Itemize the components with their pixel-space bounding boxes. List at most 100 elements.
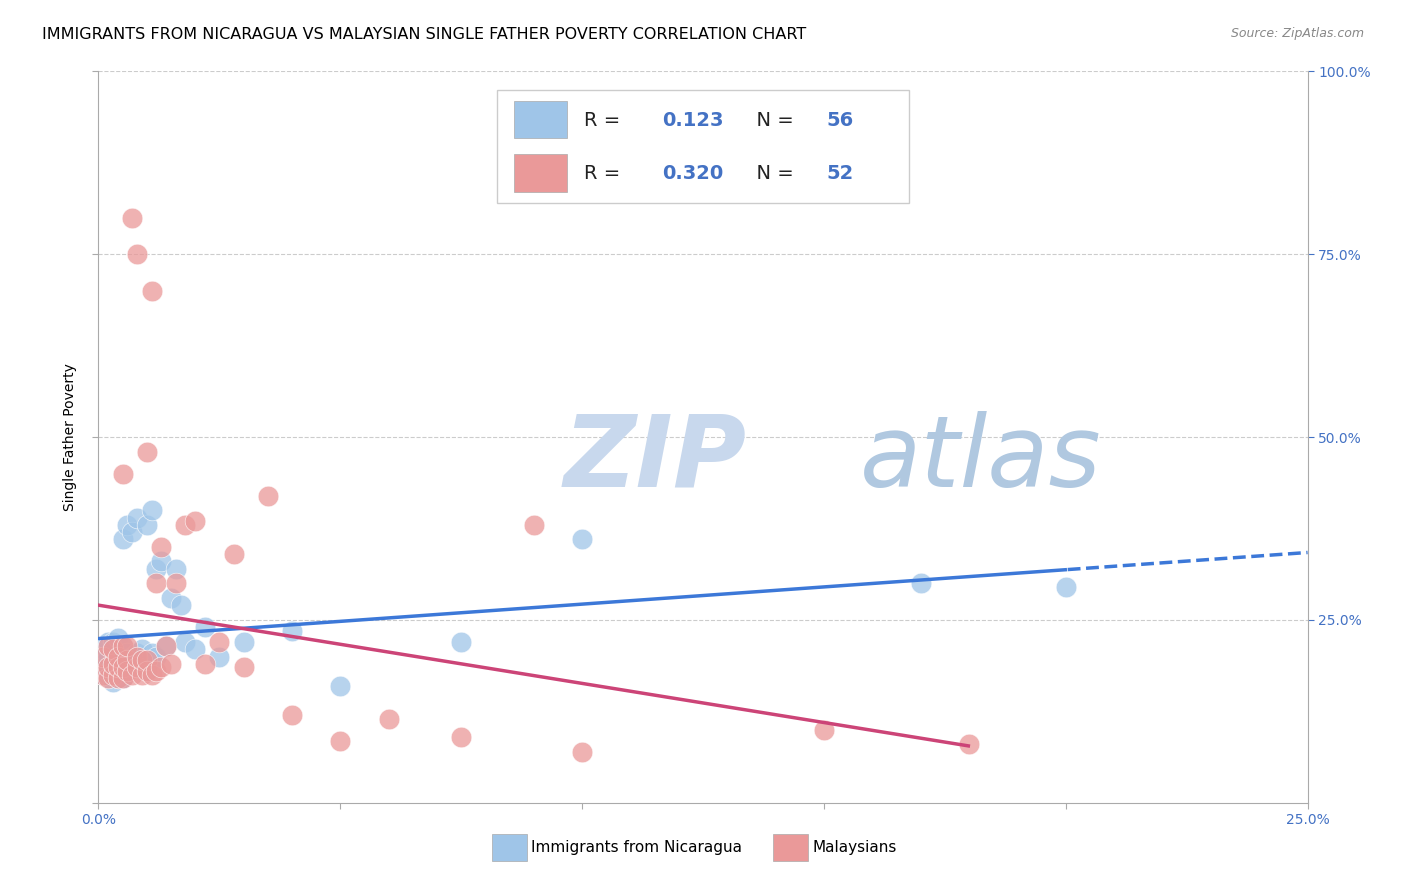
Point	[1054, 580, 1077, 594]
Point	[571, 745, 593, 759]
Point	[97, 639, 120, 653]
Point	[111, 672, 134, 686]
Point	[910, 576, 932, 591]
Point	[91, 642, 114, 657]
Point	[97, 664, 120, 678]
Point	[523, 517, 546, 532]
Point	[141, 503, 163, 517]
Point	[127, 247, 149, 261]
Point	[111, 660, 134, 674]
Point	[107, 649, 129, 664]
Point	[111, 660, 134, 674]
Point	[208, 649, 231, 664]
Point	[165, 562, 187, 576]
Point	[174, 635, 197, 649]
Point	[150, 554, 173, 568]
Point	[450, 730, 472, 744]
Point	[97, 667, 120, 681]
Point	[135, 664, 157, 678]
Point	[107, 672, 129, 686]
Text: Malaysians: Malaysians	[813, 840, 897, 855]
Point	[101, 653, 124, 667]
Point	[111, 639, 134, 653]
Point	[91, 649, 114, 664]
Point	[194, 657, 217, 671]
Point	[127, 660, 149, 674]
Point	[131, 653, 153, 667]
Point	[101, 635, 124, 649]
Point	[377, 712, 399, 726]
Point	[91, 667, 114, 681]
Point	[101, 642, 124, 657]
Point	[135, 664, 157, 678]
Point	[135, 653, 157, 667]
Point	[121, 649, 143, 664]
Point	[141, 284, 163, 298]
Text: ZIP: ZIP	[564, 410, 747, 508]
Text: Source: ZipAtlas.com: Source: ZipAtlas.com	[1230, 27, 1364, 40]
Point	[101, 664, 124, 678]
Point	[101, 675, 124, 690]
Point	[117, 657, 139, 671]
Point	[101, 642, 124, 657]
Point	[141, 646, 163, 660]
Point	[117, 664, 139, 678]
Point	[155, 639, 177, 653]
Point	[135, 517, 157, 532]
Point	[256, 489, 278, 503]
Point	[111, 639, 134, 653]
Point	[571, 533, 593, 547]
Point	[107, 672, 129, 686]
Text: Immigrants from Nicaragua: Immigrants from Nicaragua	[531, 840, 742, 855]
Text: atlas: atlas	[860, 410, 1102, 508]
Point	[141, 667, 163, 681]
Point	[101, 657, 124, 671]
Point	[111, 533, 134, 547]
Point	[97, 649, 120, 664]
Y-axis label: Single Father Poverty: Single Father Poverty	[63, 363, 77, 511]
Point	[131, 642, 153, 657]
Point	[97, 672, 120, 686]
Point	[121, 667, 143, 681]
Point	[135, 444, 157, 458]
Text: IMMIGRANTS FROM NICARAGUA VS MALAYSIAN SINGLE FATHER POVERTY CORRELATION CHART: IMMIGRANTS FROM NICARAGUA VS MALAYSIAN S…	[42, 27, 807, 42]
Point	[107, 632, 129, 646]
Point	[131, 657, 153, 671]
Point	[813, 723, 835, 737]
Point	[107, 649, 129, 664]
Point	[111, 467, 134, 481]
Point	[121, 660, 143, 674]
Point	[450, 635, 472, 649]
Point	[107, 660, 129, 674]
Point	[329, 733, 352, 747]
Point	[117, 646, 139, 660]
Point	[135, 653, 157, 667]
Point	[222, 547, 245, 561]
Point	[117, 653, 139, 667]
Point	[91, 667, 114, 681]
Point	[101, 667, 124, 681]
Point	[160, 657, 183, 671]
Point	[150, 540, 173, 554]
Point	[150, 660, 173, 674]
Point	[127, 510, 149, 524]
Point	[145, 562, 167, 576]
Point	[281, 708, 304, 723]
Point	[97, 635, 120, 649]
Point	[111, 672, 134, 686]
Point	[127, 660, 149, 674]
Point	[145, 576, 167, 591]
Point	[184, 514, 207, 528]
Point	[111, 653, 134, 667]
Point	[117, 664, 139, 678]
Point	[107, 660, 129, 674]
Point	[957, 737, 980, 751]
Point	[208, 635, 231, 649]
Point	[184, 642, 207, 657]
Point	[329, 679, 352, 693]
Point	[281, 624, 304, 638]
Point	[121, 211, 143, 225]
Point	[91, 657, 114, 671]
Point	[127, 649, 149, 664]
Point	[160, 591, 183, 605]
